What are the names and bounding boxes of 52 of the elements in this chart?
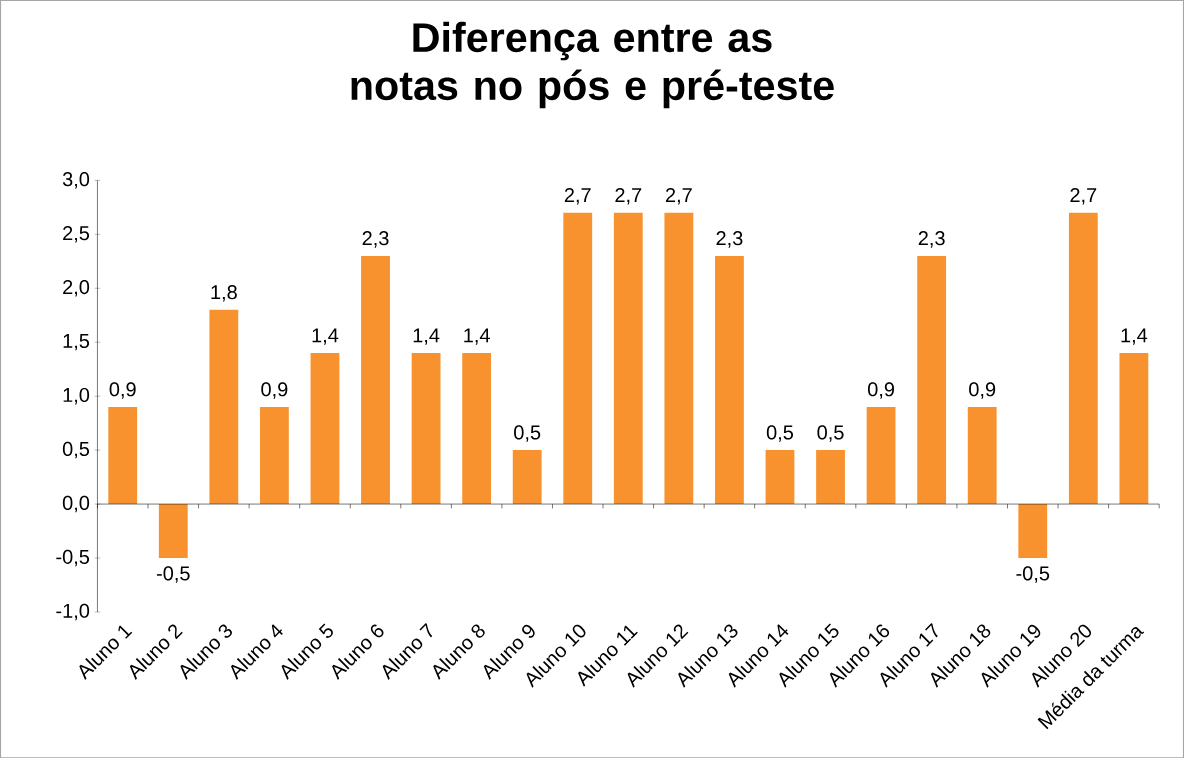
bar (967, 406, 997, 504)
bar (108, 406, 138, 504)
data-label: 2,7 (665, 187, 692, 205)
bar (158, 503, 188, 558)
bar (563, 212, 593, 504)
y-tick-label: 0,0 (62, 495, 90, 513)
data-label: 0,9 (109, 382, 136, 399)
data-label: 2,3 (716, 230, 743, 248)
data-label: 1,4 (413, 328, 440, 345)
bar (259, 406, 289, 504)
y-tick-label: 2,5 (63, 225, 90, 243)
bar (917, 255, 947, 504)
data-label: 0,9 (969, 382, 996, 399)
bar (664, 212, 694, 504)
data-label: 0,9 (261, 382, 288, 399)
bar (310, 352, 340, 504)
data-label: 1,4 (1121, 328, 1148, 345)
bar (1018, 503, 1048, 558)
data-label: -0,5 (156, 566, 190, 583)
bar (1119, 352, 1149, 504)
y-tick-label: 1,0 (63, 387, 90, 405)
y-tick-label: 1,5 (63, 333, 90, 351)
bar (866, 406, 896, 504)
data-label: 0,5 (766, 425, 794, 442)
bar (613, 212, 643, 504)
bar (462, 352, 492, 504)
data-label: 2,7 (615, 187, 642, 205)
data-label: -0,5 (1016, 566, 1050, 583)
data-label: 2,7 (564, 187, 591, 205)
bar (816, 449, 845, 504)
bar (512, 449, 542, 504)
chart-title: Diferença entre as notas no pós e pré-teste (351, 21, 834, 109)
data-label: 0,5 (514, 425, 541, 442)
data-label: 1,8 (211, 284, 237, 302)
bar (411, 352, 441, 504)
data-label: 2,7 (1070, 187, 1097, 205)
data-label: 0,9 (867, 382, 895, 399)
bar (715, 255, 744, 504)
data-label: 0,5 (817, 425, 844, 442)
y-tick-label: 0,5 (62, 441, 90, 459)
y-tick-label: -1,0 (56, 603, 90, 621)
bar (1068, 212, 1098, 504)
bar (765, 449, 795, 504)
y-tick-label: -0,5 (56, 549, 90, 567)
bar (209, 309, 239, 504)
data-label: 1,4 (464, 328, 490, 345)
y-tick-label: 3,0 (62, 171, 90, 189)
bar (361, 255, 390, 504)
y-tick-label: 2,0 (63, 279, 90, 297)
data-label: 2,3 (362, 230, 389, 248)
data-label: 2,3 (918, 230, 945, 248)
data-label: 1,4 (312, 328, 339, 345)
